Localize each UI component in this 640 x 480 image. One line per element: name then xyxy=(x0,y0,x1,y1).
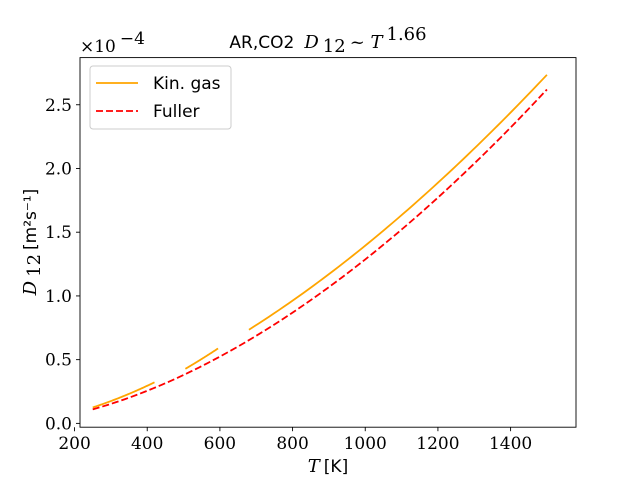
chart-title-d: D xyxy=(303,32,319,53)
x-tick-label: 1000 xyxy=(344,434,387,454)
x-tick-label: 1400 xyxy=(489,434,532,454)
y-axis-label-symbol: D xyxy=(20,280,41,296)
chart-title-rel: ~ T xyxy=(350,32,385,53)
ticks-layer: 200 400 600 800 1000 1200 1400 0.0 0.5 1.0 1.5 2.0 2… xyxy=(45,96,532,454)
y-axis-label: D 12 [m²s⁻¹] xyxy=(20,189,45,297)
y-tick-label: 2.0 xyxy=(45,159,72,179)
series-0-segment-1 xyxy=(184,347,219,370)
y-scale-base: ×10 xyxy=(80,37,116,57)
series-0-segment-0 xyxy=(92,381,155,409)
legend-label-fuller: Fuller xyxy=(153,102,200,122)
y-tick-label: 1.5 xyxy=(45,223,72,243)
legend-label-kin-gas: Kin. gas xyxy=(153,74,221,94)
plot-frame xyxy=(79,57,577,428)
legend-box xyxy=(89,65,232,130)
chart-title: AR,CO2 D 12 ~ T 1.66 xyxy=(229,24,426,57)
x-tick-label: 400 xyxy=(131,434,163,454)
series-0-segment-2 xyxy=(248,74,548,331)
y-tick-label: 1.0 xyxy=(45,287,72,307)
y-axis-label-sub: 12 xyxy=(24,254,45,277)
x-tick-label: 200 xyxy=(58,434,90,454)
y-scale-label: ×10 −4 xyxy=(80,29,145,57)
x-axis-label: T [K] xyxy=(308,456,348,477)
x-axis-label-symbol: T xyxy=(308,456,322,477)
legend: Kin. gas Fuller xyxy=(89,65,232,130)
chart-title-exp: 1.66 xyxy=(387,24,427,45)
x-tick-label: 600 xyxy=(204,434,236,454)
y-axis-label-unit: [m²s⁻¹] xyxy=(21,189,41,250)
x-tick-label: 1200 xyxy=(416,434,459,454)
series-layer xyxy=(92,74,548,411)
y-tick-label: 2.5 xyxy=(45,96,72,116)
chart-title-prefix: AR,CO2 xyxy=(229,33,294,53)
x-tick-label: 800 xyxy=(276,434,308,454)
x-axis-label-unit: [K] xyxy=(324,457,348,477)
y-scale-exp: −4 xyxy=(120,29,145,49)
chart-title-sub: 12 xyxy=(323,36,346,57)
y-tick-label: 0.0 xyxy=(45,414,72,434)
series-1-segment-0 xyxy=(92,88,548,411)
y-tick-label: 0.5 xyxy=(45,351,72,371)
